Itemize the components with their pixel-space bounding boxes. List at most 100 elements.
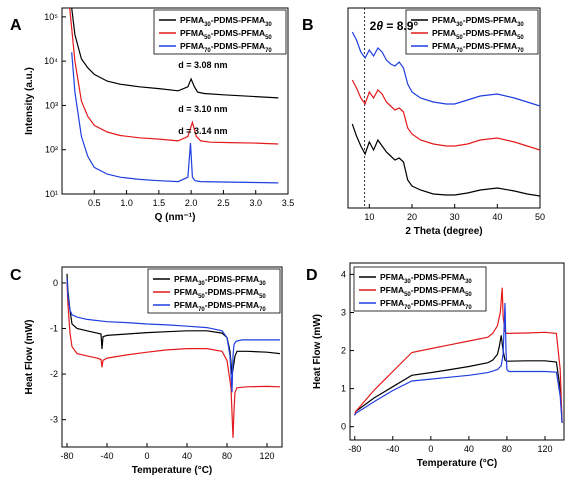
series-line-3 [66, 278, 280, 393]
label-part: 50 [198, 294, 205, 300]
label-part: PFMA [432, 15, 456, 25]
y-tick-label: 10⁴ [44, 56, 58, 66]
y-tick-label: -1 [50, 324, 58, 334]
x-tick-label: 80 [222, 451, 232, 461]
label-part: -PDMS-PFMA [411, 272, 465, 282]
label-part: 70 [465, 305, 472, 311]
label-part: 70 [456, 48, 463, 54]
x-tick-label: -40 [386, 444, 399, 454]
legend-label: PFMA50-PDMS-PFMA50 [174, 287, 266, 300]
legend-label: PFMA30-PDMS-PFMA30 [432, 15, 524, 28]
annotation-part: = 8.9° [383, 19, 418, 33]
y-tick-label: 10² [45, 145, 58, 155]
legend-label: PFMA50-PDMS-PFMA50 [380, 285, 472, 298]
label-part: -PDMS-PFMA [205, 300, 259, 310]
x-tick-label: 40 [492, 212, 502, 222]
label-part: 50 [465, 292, 472, 298]
series-line-1 [71, 8, 279, 99]
two-theta-annotation: 2θ = 8.9° [370, 19, 419, 33]
label-part: -PDMS-PFMA [411, 298, 465, 308]
label-part: 30 [259, 281, 266, 287]
x-tick-label: 3.5 [282, 198, 295, 208]
x-tick-label: -40 [100, 451, 113, 461]
series-line-3 [354, 302, 563, 423]
label-part: -PDMS-PFMA [463, 41, 517, 51]
y-tick-label: 0 [341, 422, 346, 432]
label-part: 30 [465, 279, 472, 285]
x-tick-label: 2.0 [185, 198, 198, 208]
panel-label: D [306, 267, 318, 284]
label-part: 30 [456, 22, 463, 28]
panel-label: C [10, 267, 22, 284]
series-line-2 [354, 287, 563, 423]
label-part: -PDMS-PFMA [205, 274, 259, 284]
label-part: 70 [517, 48, 524, 54]
x-tick-label: -80 [60, 451, 73, 461]
panel-b: 10 20 30 40 50PFMA30-PDMS-PFMA30PFMA50-PDMS-… [302, 7, 545, 237]
x-tick-label: 0 [428, 444, 433, 454]
y-axis-title: Heat Flow (mW) [24, 320, 35, 395]
label-part: PFMA [380, 298, 404, 308]
legend-label: PFMA70-PDMS-PFMA70 [180, 41, 272, 54]
label-part: PFMA [174, 300, 198, 310]
label-part: -PDMS-PFMA [411, 285, 465, 295]
label-part: PFMA [174, 287, 198, 297]
label-part: PFMA [180, 15, 204, 25]
plot-frame [61, 266, 283, 448]
label-part: 50 [456, 35, 463, 41]
series-line-3 [71, 52, 279, 184]
label-part: -PDMS-PFMA [463, 15, 517, 25]
peak-annotation: d = 3.10 nm [178, 104, 227, 114]
legend: PFMA30-PDMS-PFMA30PFMA50-PDMS-PFMA50PFMA… [405, 9, 539, 55]
legend-label: PFMA50-PDMS-PFMA50 [180, 28, 272, 41]
x-tick-label: 0.5 [88, 198, 101, 208]
x-tick-label: 120 [259, 451, 274, 461]
panel-label: B [302, 17, 314, 34]
annotation-part: θ [376, 19, 383, 33]
label-part: 70 [198, 307, 205, 313]
y-axis-title: Intensity (a.u.) [24, 67, 35, 135]
panel-c: -80 -40 0 40 80 1200-1-2-3PFMA30-PDMS-PFMA30P… [10, 266, 283, 476]
y-tick-label: 10¹ [45, 189, 58, 199]
y-tick-label: 10³ [45, 100, 58, 110]
y-tick-label: 4 [341, 269, 346, 279]
y-tick-label: -3 [50, 415, 58, 425]
x-tick-label: 1.0 [120, 198, 133, 208]
series-line-2 [69, 8, 279, 145]
legend: PFMA30-PDMS-PFMA30PFMA50-PDMS-PFMA50PFMA… [147, 268, 281, 314]
x-tick-label: 3.0 [249, 198, 262, 208]
series-line-2 [351, 79, 540, 151]
x-tick-label: 2.5 [217, 198, 230, 208]
x-tick-label: 30 [450, 212, 460, 222]
label-part: 50 [265, 35, 272, 41]
y-axis-title: Heat Flow (mW) [312, 314, 323, 389]
x-tick-label: 10 [364, 212, 374, 222]
x-tick-label: 1.5 [153, 198, 166, 208]
x-tick-label: 50 [535, 212, 545, 222]
plot-frame [347, 7, 541, 209]
label-part: PFMA [380, 272, 404, 282]
label-part: 50 [259, 294, 266, 300]
label-part: PFMA [180, 28, 204, 38]
label-part: PFMA [180, 41, 204, 51]
x-tick-label: 120 [537, 444, 552, 454]
legend: PFMA30-PDMS-PFMA30PFMA50-PDMS-PFMA50PFMA… [153, 9, 287, 55]
label-part: 70 [404, 305, 411, 311]
legend-label: PFMA30-PDMS-PFMA30 [174, 274, 266, 287]
legend-label: PFMA70-PDMS-PFMA70 [174, 300, 266, 313]
x-axis-title: Q (nm⁻¹) [155, 212, 196, 223]
label-part: 50 [517, 35, 524, 41]
legend-label: PFMA50-PDMS-PFMA50 [432, 28, 524, 41]
legend-label: PFMA30-PDMS-PFMA30 [380, 272, 472, 285]
y-tick-label: 2 [341, 346, 346, 356]
label-part: -PDMS-PFMA [211, 41, 265, 51]
y-tick-label: 1 [341, 384, 346, 394]
x-axis-title: 2 Theta (degree) [405, 226, 482, 237]
series-line-1 [354, 335, 563, 423]
label-part: PFMA [432, 28, 456, 38]
label-part: PFMA [432, 41, 456, 51]
x-axis-title: Temperature (°C) [417, 458, 498, 469]
y-tick-label: 3 [341, 307, 346, 317]
label-part: -PDMS-PFMA [463, 28, 517, 38]
